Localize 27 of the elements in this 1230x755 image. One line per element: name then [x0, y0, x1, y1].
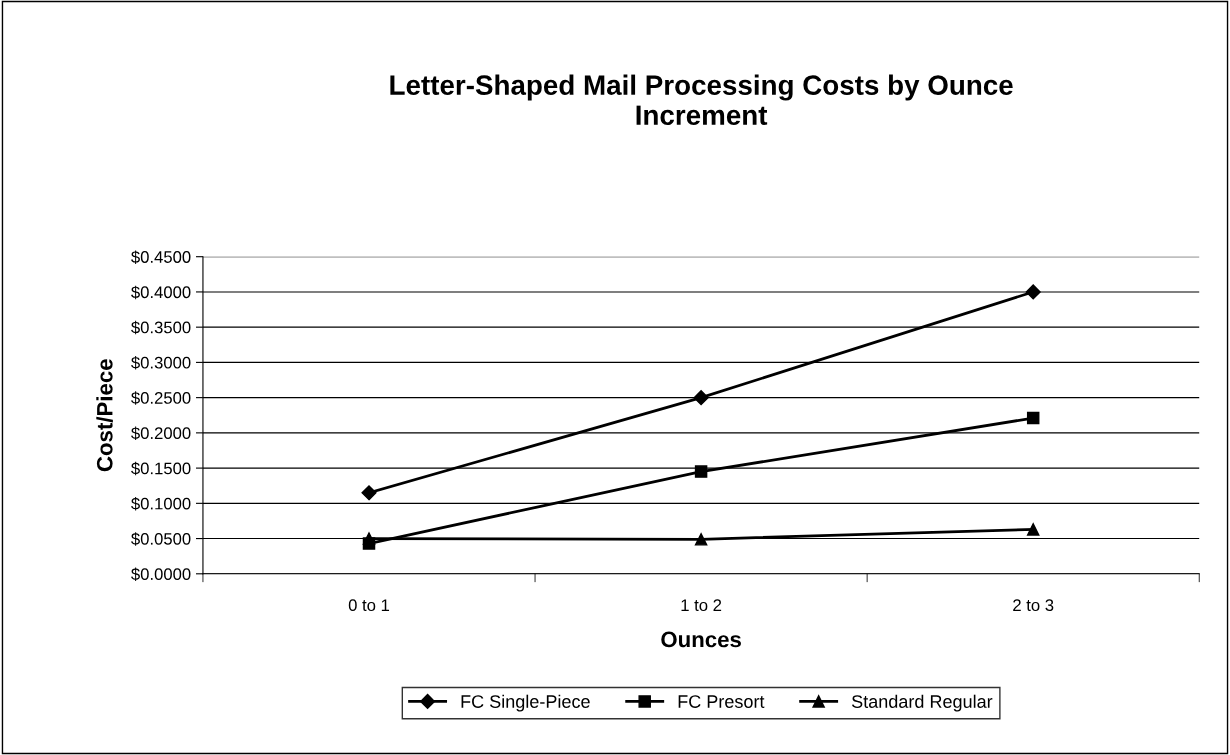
point: [362, 537, 376, 550]
point: [1025, 284, 1041, 300]
point: [1026, 523, 1040, 536]
point: [694, 465, 708, 478]
y-tick-label: $0.2000: [131, 426, 191, 441]
legend-label: FC Presort: [678, 695, 765, 708]
y-tick-label: $0.0500: [131, 532, 191, 546]
point: [1026, 411, 1040, 425]
y-tick-label: $0.0000: [131, 567, 191, 581]
x-axis-title: Ounces: [661, 631, 741, 648]
y-tick-label: $0.1000: [131, 497, 191, 511]
y-axis-title: Cost/Piece: [96, 359, 113, 472]
y-tick-label: $0.4000: [131, 285, 191, 300]
y-tick-label: $0.1500: [131, 461, 191, 476]
x-tick-label: 2 to 3: [1013, 599, 1054, 612]
y-tick-label: $0.2500: [131, 391, 191, 405]
y-tick-label: $0.4500: [131, 250, 191, 264]
y-tick-label: $0.3000: [131, 356, 191, 370]
legend-label: FC Single-Piece: [461, 694, 590, 712]
legend-label: Standard Regular: [851, 694, 993, 712]
point: [694, 533, 708, 546]
chart-title: Letter-Shaped Mail Processing Costs by Ounce Increment: [390, 74, 1013, 126]
y-tick-label: $0.3500: [131, 320, 191, 335]
point: [693, 390, 709, 406]
point: [361, 485, 377, 501]
x-tick-label: 1 to 2: [681, 599, 722, 612]
x-tick-label: 0 to 1: [348, 599, 390, 612]
